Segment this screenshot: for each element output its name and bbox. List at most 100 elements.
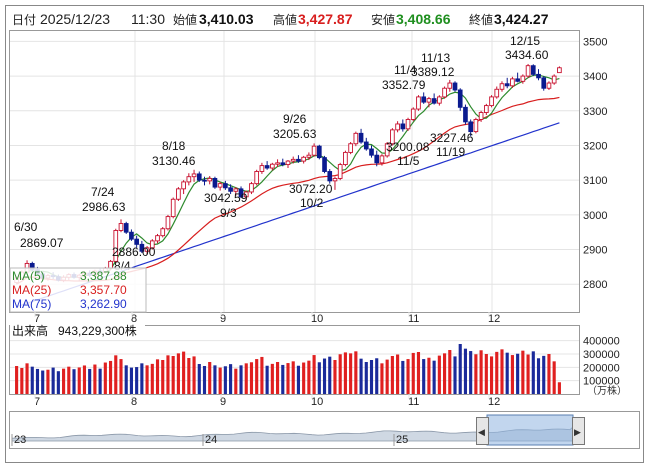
volume-bars	[15, 344, 561, 394]
ma-legend-name: MA(25)	[12, 283, 51, 297]
volume-bar	[495, 351, 499, 394]
candle-body	[170, 198, 176, 218]
volume-bar	[208, 362, 212, 394]
annotation-label: 3205.63	[273, 127, 317, 141]
annotation-label: 3227.46	[430, 131, 474, 145]
volume-bar	[202, 366, 207, 394]
volume-bar	[291, 361, 295, 394]
volume-bar	[281, 364, 285, 394]
candle-body	[358, 132, 364, 143]
volume-bar	[510, 355, 514, 394]
volume-bar	[88, 368, 92, 394]
annotation-label: 7/24	[91, 185, 115, 199]
volume-bar	[479, 350, 483, 394]
price-y-tick-label: 2900	[583, 245, 607, 257]
candle-body	[525, 65, 531, 77]
price-y-tick-label: 3200	[583, 140, 607, 152]
candle-body	[551, 75, 557, 84]
candle-body	[212, 177, 218, 188]
annotation-label: 10/2	[300, 196, 324, 210]
volume-bar	[458, 344, 462, 394]
volume-bar	[390, 356, 394, 394]
candle-body	[337, 164, 343, 179]
volume-bar	[380, 363, 384, 394]
volume-bar	[422, 359, 426, 394]
candle-body	[395, 123, 400, 131]
close-value: 3,424.27	[494, 11, 549, 27]
candle-body	[259, 165, 265, 172]
volume-bar	[244, 363, 248, 394]
annotation-label: 11/19	[436, 145, 465, 159]
volume-bar	[328, 356, 332, 394]
right-handle-icon: ▶	[574, 427, 581, 437]
annotation-label: 2869.07	[20, 236, 64, 250]
open-value: 3,410.03	[199, 11, 254, 27]
annotation-label: 11/13	[421, 51, 450, 65]
navigator-range-selection[interactable]	[486, 414, 574, 446]
volume-bar	[333, 360, 337, 394]
candle-body	[181, 181, 186, 190]
volume-bar	[67, 366, 71, 394]
navigator-year-label: 25	[396, 434, 408, 446]
candle-body	[530, 65, 536, 75]
candle-body	[431, 98, 437, 104]
candle-body	[238, 188, 244, 198]
candle-body	[447, 82, 453, 89]
annotation-label: 3130.46	[152, 154, 196, 168]
volume-month-axis: 7 8 9 10 11 12	[34, 394, 500, 408]
candle-body	[499, 83, 505, 90]
volume-bar	[77, 367, 81, 394]
month-label: 7	[34, 313, 40, 325]
annotation-label: 3042.59	[204, 191, 248, 205]
price-grid	[10, 31, 579, 312]
volume-bar	[265, 365, 269, 394]
volume-bar	[62, 368, 66, 394]
volume-bar	[25, 363, 29, 394]
volume-bar	[213, 365, 217, 394]
price-annotations: 6/302869.077/242986.632886.008/48/183130…	[14, 34, 549, 273]
candle-body	[483, 105, 489, 113]
month-label: 11	[408, 396, 419, 408]
candle-body	[353, 132, 359, 145]
volume-bar	[317, 362, 321, 394]
volume-bar	[119, 359, 123, 394]
volume-bar	[505, 352, 509, 394]
volume-bar	[20, 368, 24, 394]
high-label: 高値	[273, 12, 297, 27]
volume-bar	[489, 356, 494, 394]
price-y-tick-label: 3400	[583, 71, 607, 83]
candle-body	[515, 78, 520, 82]
candle-body	[405, 119, 411, 130]
candle-body	[363, 141, 369, 150]
volume-bar	[145, 365, 149, 394]
candle-body	[144, 247, 150, 252]
candle-body	[468, 121, 473, 133]
candle-body	[400, 123, 406, 130]
candle-body	[541, 77, 547, 89]
candle-body	[504, 83, 510, 87]
month-label: 11	[408, 313, 419, 325]
volume-bar	[171, 356, 175, 394]
volume-unit: （万株）	[587, 384, 627, 397]
month-label: 9	[220, 313, 226, 325]
volume-bar	[296, 365, 301, 394]
volume-bar	[182, 351, 186, 394]
candle-body	[275, 162, 280, 165]
navigator-right-handle[interactable]: ▶	[572, 417, 585, 445]
candle-body	[316, 145, 322, 159]
volume-bar	[500, 349, 504, 394]
month-label: 8	[131, 396, 137, 408]
date-value: 2025/12/23	[40, 11, 110, 27]
candle-body	[416, 96, 421, 110]
volume-bar	[359, 358, 363, 394]
price-y-tick-label: 3000	[583, 210, 607, 222]
candle-body	[149, 240, 155, 249]
volume-bar	[542, 355, 546, 394]
price-panel	[9, 30, 580, 313]
annotation-label: 9/3	[220, 206, 237, 220]
candle-body	[421, 96, 427, 103]
candle-body	[473, 119, 479, 133]
navigator-left-handle[interactable]: ◀	[476, 417, 489, 445]
volume-bar	[108, 360, 113, 394]
price-month-axis: 7 8 9 10 11 12	[34, 312, 500, 325]
